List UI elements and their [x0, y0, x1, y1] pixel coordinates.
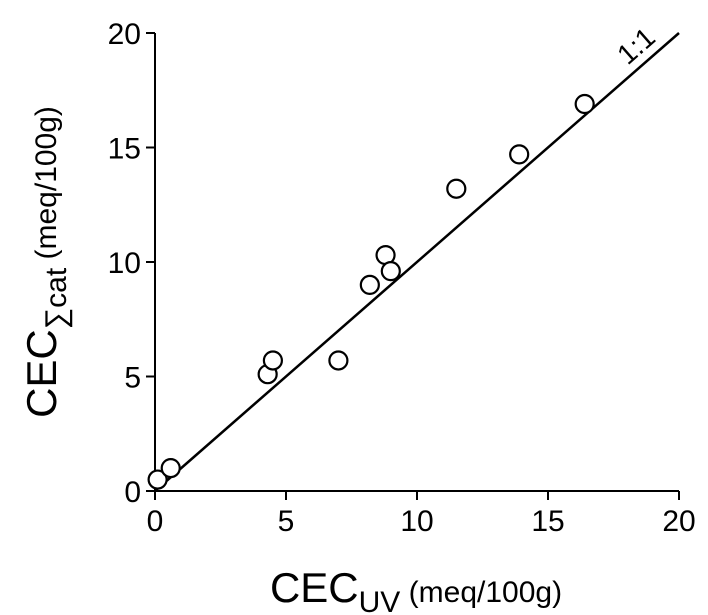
y-axis-label-main: CEC: [18, 329, 65, 418]
data-points: [147, 93, 595, 490]
x-ticks: 0 5 10 15 20: [147, 491, 696, 538]
y-tick-label: 10: [108, 247, 141, 280]
one-to-one-label: 1:1: [611, 21, 661, 70]
x-axis-label-unit: (meq/100g): [400, 576, 562, 609]
y-axis-label-subscript: ∑cat: [40, 267, 73, 329]
x-tick-label: 5: [278, 505, 295, 538]
data-point: [446, 178, 467, 199]
y-tick-label: 5: [124, 362, 141, 395]
x-tick-label: 0: [147, 505, 164, 538]
data-point: [328, 350, 349, 371]
data-point: [160, 458, 181, 479]
y-tick-label: 15: [108, 133, 141, 166]
y-tick-label: 20: [108, 18, 141, 51]
data-point: [509, 144, 530, 165]
y-ticks: 0 5 10 15 20: [108, 18, 155, 509]
y-axis-label: CEC∑cat (meq/100g): [18, 106, 73, 418]
x-axis-label-subscript: UV: [359, 586, 401, 615]
x-axis-label: CECUV (meq/100g): [270, 564, 562, 615]
data-point: [380, 261, 401, 282]
one-to-one-line: [154, 32, 680, 492]
x-axis-label-main: CEC: [270, 564, 359, 611]
data-point: [359, 274, 380, 295]
data-point: [262, 350, 283, 371]
y-tick-label: 0: [124, 476, 141, 509]
x-tick-label: 15: [531, 505, 564, 538]
data-point: [574, 93, 595, 115]
x-tick-label: 10: [400, 505, 433, 538]
x-tick-label: 20: [662, 505, 695, 538]
y-axis-label-unit: (meq/100g): [30, 106, 63, 268]
data-point: [147, 469, 168, 490]
